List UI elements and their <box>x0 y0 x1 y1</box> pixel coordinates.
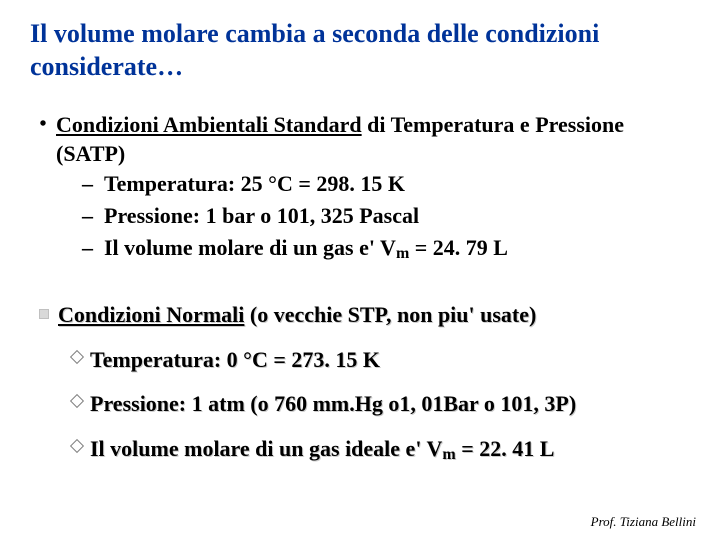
section1-heading-underlined: Condizioni Ambientali Standard <box>56 112 362 137</box>
footer-author: Prof. Tiziana Bellini <box>591 514 696 530</box>
dash-icon: – <box>82 168 104 200</box>
section1-item-b: – Pressione: 1 bar o 101, 325 Pascal <box>82 200 690 232</box>
section2-item-c-pre: Il volume molare di un gas ideale e' V <box>90 436 442 461</box>
section1-item-c-pre: Il volume molare di un gas e' V <box>104 235 396 260</box>
section2-item-a: Temperatura: 0 °C = 273. 15 K <box>64 346 690 375</box>
diamond-bullet-icon <box>64 435 90 451</box>
section2-heading-underlined: Condizioni Normali <box>58 302 244 327</box>
diamond-bullet-icon <box>64 390 90 406</box>
dash-icon: – <box>82 232 104 264</box>
bullet-dot-icon: • <box>30 111 56 137</box>
section2-item-b: Pressione: 1 atm (o 760 mm.Hg o1, 01Bar … <box>64 390 690 419</box>
section1-item-a: – Temperatura: 25 °C = 298. 15 K <box>82 168 690 200</box>
section1-item-b-text: Pressione: 1 bar o 101, 325 Pascal <box>104 200 690 232</box>
section1-item-a-text: Temperatura: 25 °C = 298. 15 K <box>104 168 690 200</box>
slide-title: Il volume molare cambia a seconda delle … <box>30 18 690 83</box>
section2-heading-rest: (o vecchie STP, non piu' usate) <box>244 302 536 327</box>
section2-item-c-post: = 22. 41 L <box>456 436 555 461</box>
section2-heading: Condizioni Normali (o vecchie STP, non p… <box>30 301 690 330</box>
section1-item-c-text: Il volume molare di un gas e' Vm = 24. 7… <box>104 232 690 265</box>
section2-item-a-text: Temperatura: 0 °C = 273. 15 K <box>90 346 380 375</box>
square-bullet-icon <box>30 301 58 319</box>
section2-heading-text: Condizioni Normali (o vecchie STP, non p… <box>58 301 690 330</box>
section1-item-c-sub: m <box>396 245 409 262</box>
section2-item-b-text: Pressione: 1 atm (o 760 mm.Hg o1, 01Bar … <box>90 390 576 419</box>
section1-item-c-post: = 24. 79 L <box>409 235 508 260</box>
section2-item-c-text: Il volume molare di un gas ideale e' Vm … <box>90 435 554 466</box>
section2-item-c: Il volume molare di un gas ideale e' Vm … <box>64 435 690 466</box>
section1-heading: • Condizioni Ambientali Standard di Temp… <box>30 111 690 168</box>
dash-icon: – <box>82 200 104 232</box>
diamond-bullet-icon <box>64 346 90 362</box>
section1-item-c: – Il volume molare di un gas e' Vm = 24.… <box>82 232 690 265</box>
section1-heading-text: Condizioni Ambientali Standard di Temper… <box>56 111 690 168</box>
section2-item-c-sub: m <box>442 446 455 463</box>
